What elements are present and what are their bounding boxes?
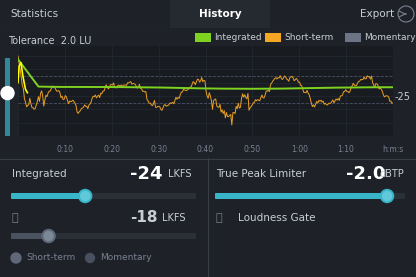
Circle shape bbox=[79, 189, 92, 202]
FancyBboxPatch shape bbox=[11, 233, 196, 239]
FancyBboxPatch shape bbox=[11, 193, 86, 199]
Text: dBTP: dBTP bbox=[380, 169, 405, 179]
Text: 0:40: 0:40 bbox=[197, 145, 214, 153]
Text: True Peak Limiter: True Peak Limiter bbox=[216, 169, 306, 179]
Text: Export: Export bbox=[360, 9, 394, 19]
FancyBboxPatch shape bbox=[265, 33, 281, 42]
Circle shape bbox=[86, 253, 94, 263]
Text: Statistics: Statistics bbox=[10, 9, 58, 19]
Text: Short-term: Short-term bbox=[284, 33, 333, 42]
FancyBboxPatch shape bbox=[5, 58, 10, 136]
Text: ⏻: ⏻ bbox=[216, 213, 223, 223]
Circle shape bbox=[44, 232, 53, 240]
Text: ⏻: ⏻ bbox=[12, 213, 19, 223]
Text: Integrated: Integrated bbox=[12, 169, 67, 179]
FancyBboxPatch shape bbox=[11, 233, 50, 239]
Text: Momentary: Momentary bbox=[100, 253, 151, 263]
Text: h:m:s: h:m:s bbox=[382, 145, 404, 153]
Text: History: History bbox=[199, 9, 241, 19]
FancyBboxPatch shape bbox=[215, 193, 388, 199]
Text: LKFS: LKFS bbox=[168, 169, 191, 179]
Text: 0:20: 0:20 bbox=[103, 145, 120, 153]
Text: Tolerance  2.0 LU: Tolerance 2.0 LU bbox=[8, 36, 92, 46]
Text: Momentary: Momentary bbox=[364, 33, 416, 42]
Text: -25: -25 bbox=[395, 92, 411, 102]
Text: -2.0: -2.0 bbox=[346, 165, 385, 183]
Circle shape bbox=[1, 87, 14, 100]
Circle shape bbox=[383, 191, 391, 201]
Text: LKFS: LKFS bbox=[162, 213, 186, 223]
Text: -24: -24 bbox=[130, 165, 163, 183]
Circle shape bbox=[42, 230, 55, 242]
FancyBboxPatch shape bbox=[11, 193, 196, 199]
Text: -18: -18 bbox=[130, 211, 158, 225]
Circle shape bbox=[11, 253, 21, 263]
Text: Integrated: Integrated bbox=[214, 33, 262, 42]
Text: 0:10: 0:10 bbox=[57, 145, 73, 153]
FancyBboxPatch shape bbox=[170, 0, 270, 28]
Circle shape bbox=[81, 191, 90, 201]
Text: Short-term: Short-term bbox=[26, 253, 75, 263]
Text: 1:00: 1:00 bbox=[291, 145, 308, 153]
Text: 0:30: 0:30 bbox=[150, 145, 167, 153]
FancyBboxPatch shape bbox=[195, 33, 211, 42]
FancyBboxPatch shape bbox=[215, 193, 405, 199]
Text: 1:10: 1:10 bbox=[338, 145, 354, 153]
Circle shape bbox=[381, 189, 394, 202]
FancyBboxPatch shape bbox=[345, 33, 361, 42]
Text: 0:50: 0:50 bbox=[244, 145, 261, 153]
Text: Loudness Gate: Loudness Gate bbox=[238, 213, 315, 223]
